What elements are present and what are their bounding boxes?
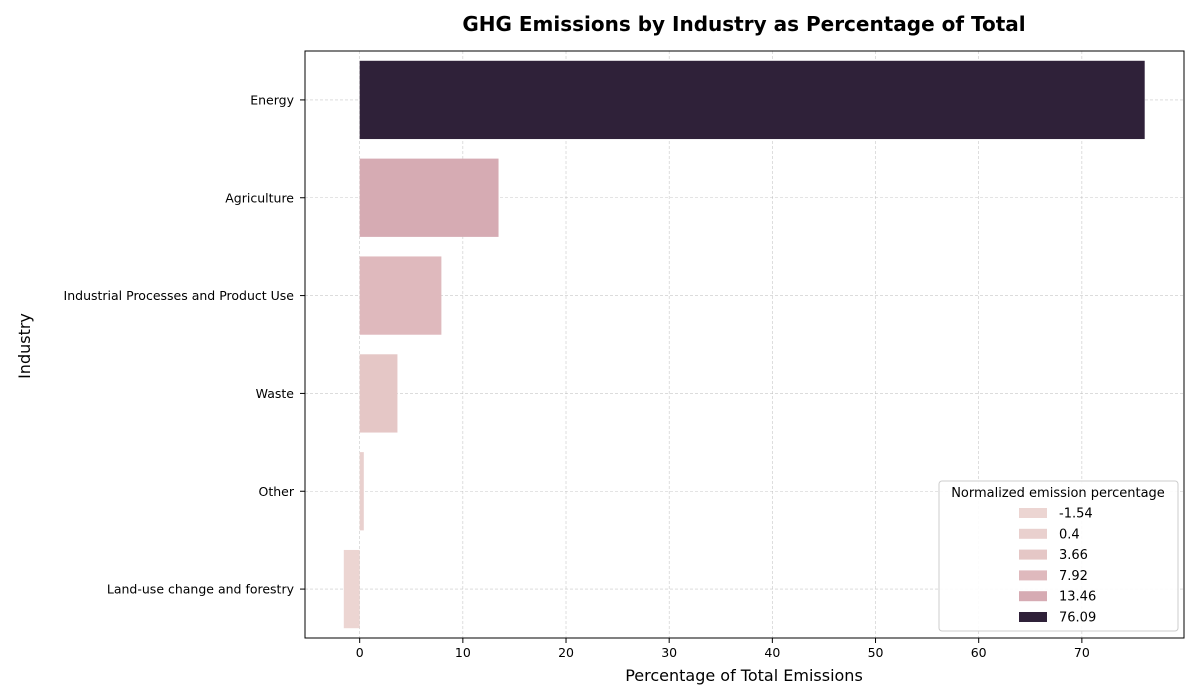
x-axis-label: Percentage of Total Emissions xyxy=(625,666,863,685)
x-tick-label: 20 xyxy=(558,645,574,660)
legend-swatch xyxy=(1019,570,1047,581)
legend-swatch xyxy=(1019,612,1047,622)
legend-swatch xyxy=(1019,549,1047,560)
bar xyxy=(359,354,398,433)
y-tick-label: Land-use change and forestry xyxy=(107,582,295,597)
y-axis-label: Industry xyxy=(15,313,34,379)
x-axis-ticks: 0 10 20 30 40 50 60 70 xyxy=(356,638,1090,660)
legend-label: -1.54 xyxy=(1059,507,1093,522)
x-tick-label: 10 xyxy=(455,645,471,660)
legend-swatch xyxy=(1019,591,1047,602)
y-tick-label: Energy xyxy=(250,92,294,107)
plot-frame xyxy=(304,50,1185,639)
bar xyxy=(343,549,360,629)
legend-label: 0.4 xyxy=(1059,527,1080,542)
y-axis-ticks: Energy Agriculture Industrial Processes an… xyxy=(64,92,305,597)
legend-label: 13.46 xyxy=(1059,590,1096,605)
bar xyxy=(359,256,442,335)
x-tick-label: 40 xyxy=(764,645,780,660)
legend: Normalized emission percentage -1.54 0.4 3… xyxy=(938,480,1179,632)
x-tick-label: 30 xyxy=(661,645,677,660)
x-tick-label: 70 xyxy=(1074,645,1090,660)
legend-title: Normalized emission percentage xyxy=(951,486,1165,501)
x-tick-label: 0 xyxy=(356,645,364,660)
y-tick-label: Other xyxy=(259,484,295,499)
legend-box xyxy=(938,480,1179,632)
legend-swatch xyxy=(1019,528,1047,539)
legend-label: 76.09 xyxy=(1059,611,1096,626)
x-tick-label: 60 xyxy=(971,645,987,660)
legend-label: 7.92 xyxy=(1059,569,1088,584)
bar xyxy=(359,452,364,531)
bar xyxy=(359,60,1145,140)
x-tick-label: 50 xyxy=(868,645,884,660)
legend-entries: -1.54 0.4 3.66 7.92 13.46 76.09 xyxy=(1019,507,1096,626)
y-tick-label: Waste xyxy=(256,386,295,401)
chart-title: GHG Emissions by Industry as Percentage … xyxy=(462,12,1025,36)
bar xyxy=(359,158,499,237)
y-tick-label: Agriculture xyxy=(225,190,294,205)
y-tick-label: Industrial Processes and Product Use xyxy=(64,288,295,303)
legend-label: 3.66 xyxy=(1059,548,1088,563)
legend-swatch xyxy=(1019,508,1047,518)
bar-layer xyxy=(343,60,1145,629)
